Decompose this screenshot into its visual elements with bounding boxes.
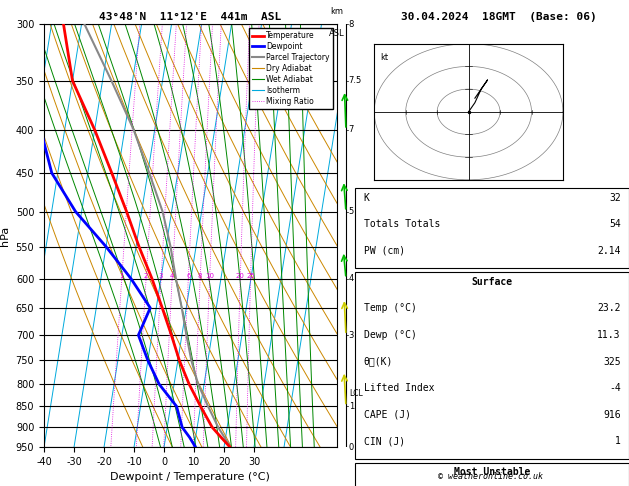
- Text: 1: 1: [120, 273, 124, 278]
- Text: Lifted Index: Lifted Index: [364, 383, 434, 393]
- Text: Most Unstable: Most Unstable: [454, 468, 530, 477]
- Text: 2.14: 2.14: [598, 246, 621, 256]
- X-axis label: Dewpoint / Temperature (°C): Dewpoint / Temperature (°C): [110, 472, 270, 483]
- Text: 4: 4: [170, 273, 174, 278]
- Text: 5: 5: [349, 207, 354, 216]
- Text: 3: 3: [349, 330, 354, 340]
- Text: -4: -4: [609, 383, 621, 393]
- Legend: Temperature, Dewpoint, Parcel Trajectory, Dry Adiabat, Wet Adiabat, Isotherm, Mi: Temperature, Dewpoint, Parcel Trajectory…: [249, 28, 333, 109]
- Text: 325: 325: [603, 357, 621, 366]
- Text: Totals Totals: Totals Totals: [364, 219, 440, 229]
- Text: Surface: Surface: [472, 277, 513, 287]
- Text: kt: kt: [381, 53, 389, 62]
- Bar: [355, 188, 629, 268]
- Text: PW (cm): PW (cm): [364, 246, 404, 256]
- Text: 20: 20: [236, 273, 245, 278]
- Bar: [355, 463, 629, 486]
- Bar: [355, 273, 629, 459]
- Text: 6: 6: [186, 273, 191, 278]
- Text: 0: 0: [349, 443, 354, 451]
- Text: 1: 1: [615, 436, 621, 447]
- Text: CAPE (J): CAPE (J): [364, 410, 411, 420]
- Text: 1: 1: [349, 402, 354, 411]
- Text: θᴄ(K): θᴄ(K): [364, 357, 393, 366]
- Text: 23.2: 23.2: [598, 303, 621, 313]
- Text: km: km: [330, 7, 343, 16]
- Text: 11.3: 11.3: [598, 330, 621, 340]
- Text: Temp (°C): Temp (°C): [364, 303, 416, 313]
- Text: 8: 8: [349, 20, 354, 29]
- Text: LCL: LCL: [349, 389, 362, 398]
- Text: 32: 32: [609, 192, 621, 203]
- Text: K: K: [364, 192, 369, 203]
- Text: 54: 54: [609, 219, 621, 229]
- Text: 7.5: 7.5: [349, 76, 362, 86]
- Text: 10: 10: [205, 273, 214, 278]
- Text: CIN (J): CIN (J): [364, 436, 404, 447]
- Y-axis label: hPa: hPa: [0, 226, 10, 246]
- Text: 8: 8: [198, 273, 203, 278]
- Text: 2: 2: [144, 273, 148, 278]
- Text: 43°48'N  11°12'E  441m  ASL: 43°48'N 11°12'E 441m ASL: [99, 12, 281, 22]
- Text: 4: 4: [349, 274, 354, 283]
- Text: 3: 3: [159, 273, 164, 278]
- Text: 7: 7: [349, 125, 354, 134]
- Text: © weatheronline.co.uk: © weatheronline.co.uk: [438, 472, 543, 481]
- Text: 30.04.2024  18GMT  (Base: 06): 30.04.2024 18GMT (Base: 06): [401, 12, 596, 22]
- Text: Dewp (°C): Dewp (°C): [364, 330, 416, 340]
- Text: 916: 916: [603, 410, 621, 420]
- Text: 25: 25: [246, 273, 255, 278]
- Text: ASL: ASL: [329, 29, 344, 37]
